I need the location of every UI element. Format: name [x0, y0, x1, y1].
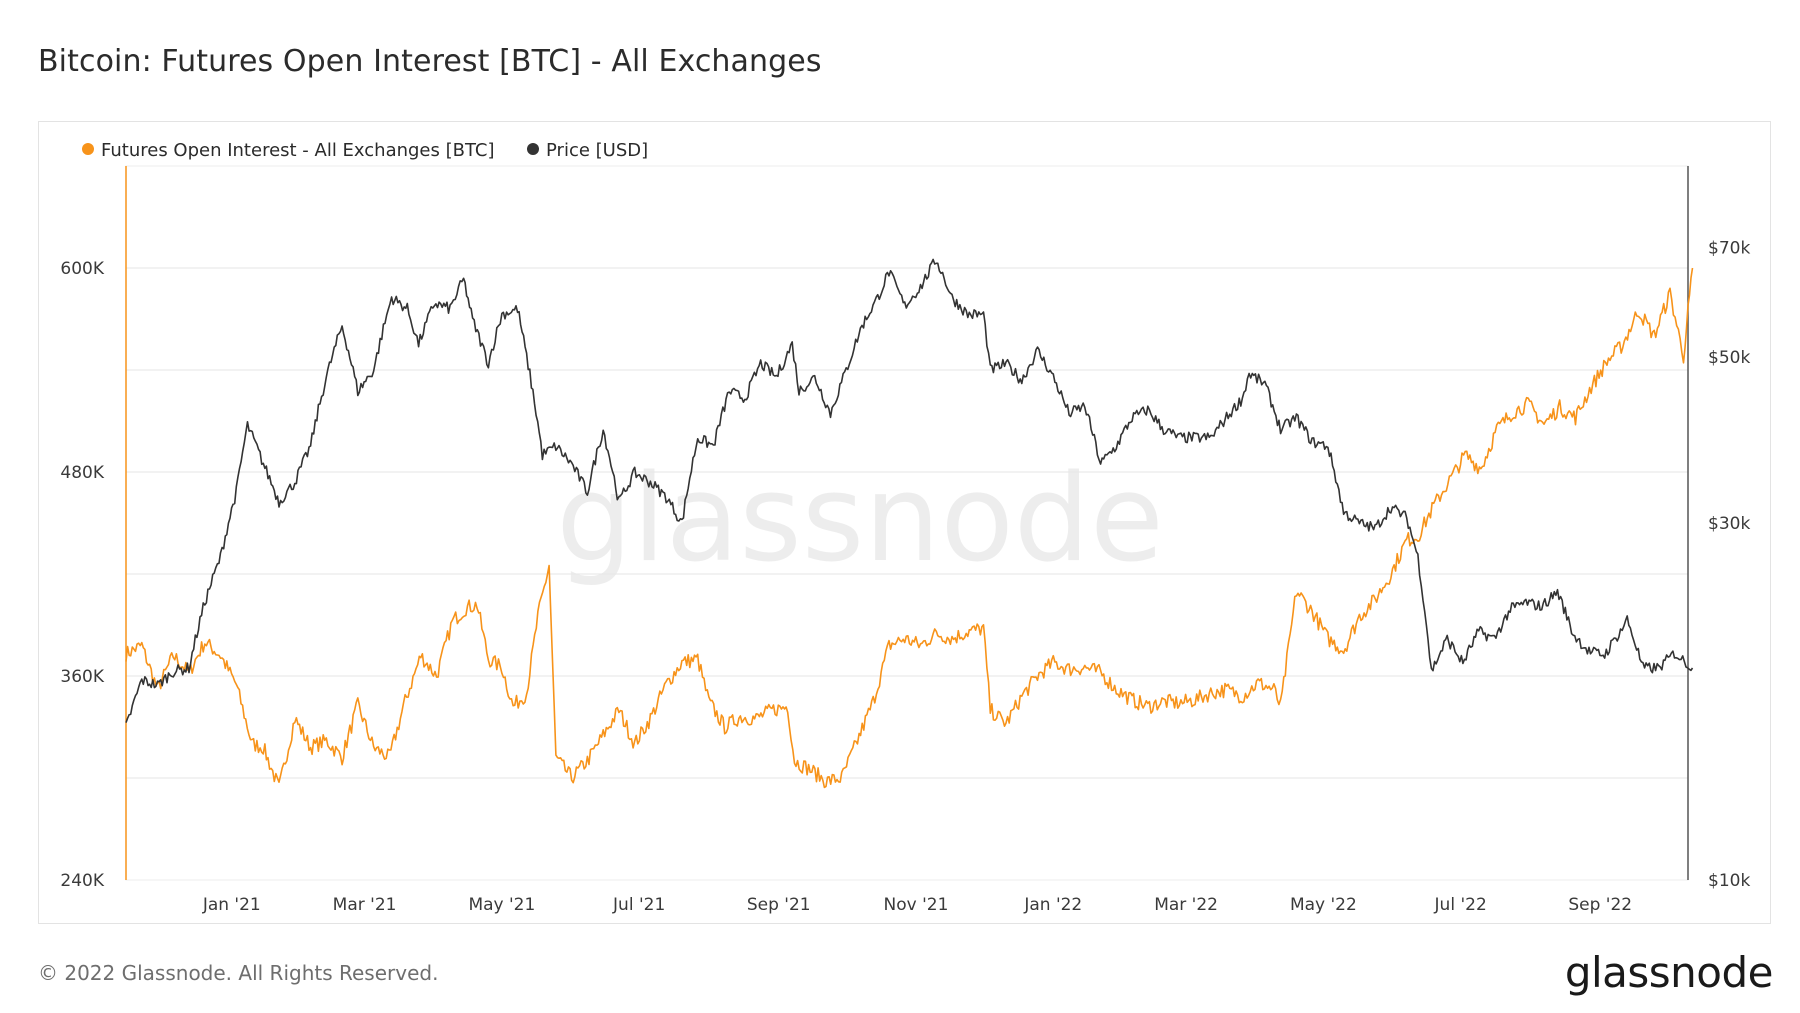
chart-frame: [38, 121, 1771, 924]
legend-price-label: Price [USD]: [546, 140, 648, 161]
x-tick-label: Jul '22: [1434, 895, 1487, 915]
legend[interactable]: Futures Open Interest - All Exchanges [B…: [82, 140, 648, 161]
x-tick-label: Sep '22: [1568, 895, 1632, 915]
open-interest-line: [125, 267, 1694, 789]
y-left-tick-label: 600K: [60, 259, 104, 279]
watermark: glassnode: [556, 450, 1164, 589]
y-right-tick-label: $30k: [1708, 514, 1750, 534]
x-tick-label: Mar '21: [333, 895, 397, 915]
legend-price-marker: [527, 143, 539, 155]
y-axis-left: 240K 360K 480K 600K: [60, 259, 104, 891]
page-title: Bitcoin: Futures Open Interest [BTC] - A…: [38, 44, 822, 79]
y-right-tick-label: $50k: [1708, 348, 1750, 368]
x-tick-label: Mar '22: [1154, 895, 1218, 915]
y-left-tick-label: 240K: [60, 871, 104, 891]
price-line: [125, 258, 1694, 723]
y-right-tick-label: $10k: [1708, 871, 1750, 891]
x-tick-label: Sep '21: [747, 895, 811, 915]
copyright-text: © 2022 Glassnode. All Rights Reserved.: [38, 961, 439, 985]
x-tick-label: Jul '21: [612, 895, 665, 915]
legend-open-interest-label: Futures Open Interest - All Exchanges [B…: [101, 140, 495, 161]
gridlines: [125, 165, 1689, 881]
series-layer: [125, 258, 1694, 789]
y-left-tick-label: 480K: [60, 463, 104, 483]
y-left-tick-label: 360K: [60, 667, 104, 687]
x-tick-label: May '21: [468, 895, 535, 915]
y-axis-right: $10k $30k $50k $70k: [1708, 239, 1750, 891]
glassnode-logo[interactable]: glassnode: [1564, 948, 1774, 997]
x-tick-label: May '22: [1290, 895, 1357, 915]
y-right-tick-label: $70k: [1708, 239, 1750, 259]
x-tick-label: Jan '21: [202, 895, 261, 915]
legend-open-interest-marker: [82, 143, 94, 155]
x-tick-label: Jan '22: [1023, 895, 1082, 915]
x-axis: Jan '21 Mar '21 May '21 Jul '21 Sep '21 Nov '…: [202, 895, 1632, 915]
x-tick-label: Nov '21: [884, 895, 949, 915]
